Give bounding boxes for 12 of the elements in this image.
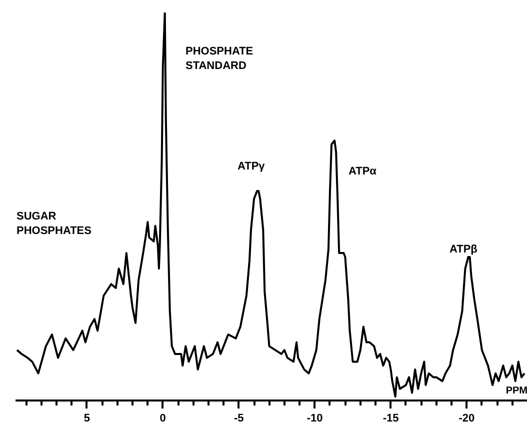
x-tick-label: 5	[84, 412, 90, 424]
x-axis-title: PPM	[506, 386, 527, 396]
x-tick-label: -20	[458, 412, 475, 424]
x-tick-label: -10	[306, 412, 323, 424]
annotation: SUGAR PHOSPHATES	[16, 210, 92, 237]
annotation: ATPβ	[450, 244, 478, 256]
annotation: ATPα	[348, 166, 377, 178]
annotation: ATPγ	[238, 160, 266, 172]
x-tick-label: -5	[234, 412, 244, 424]
annotation: PHOSPHATE STANDARD	[186, 46, 254, 72]
x-tick-label: 0	[160, 412, 166, 424]
x-tick-label: -15	[382, 412, 399, 424]
